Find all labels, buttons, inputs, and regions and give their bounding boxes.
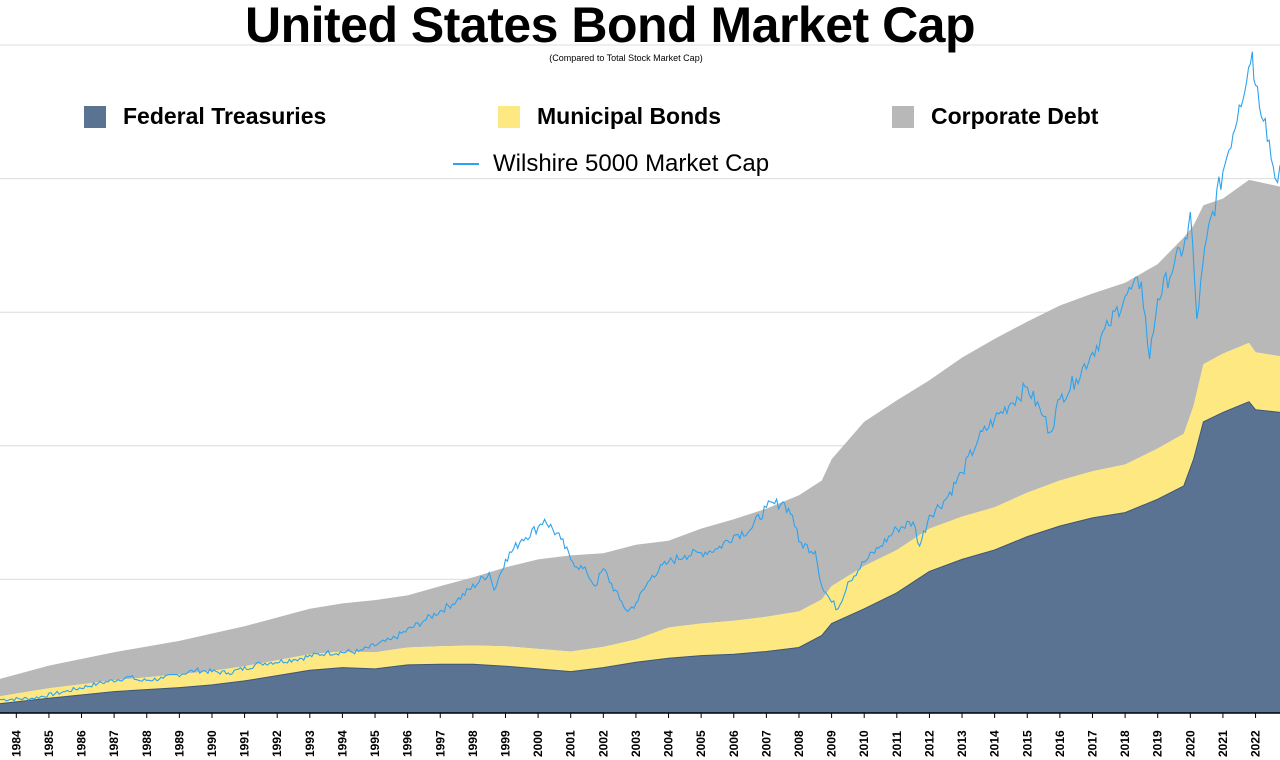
area-federal-treasuries (0, 401, 1280, 713)
area-series (0, 179, 1280, 713)
x-tick-label-2019: 2019 (1151, 730, 1165, 757)
legend-label-municipal-bonds: Municipal Bonds (537, 103, 721, 129)
line-series (0, 51, 1280, 702)
legend-swatch-corporate-debt (892, 105, 914, 128)
x-tick-label-1985: 1985 (42, 730, 56, 757)
x-tick-label-2013: 2013 (955, 730, 969, 757)
x-tick-label-2012: 2012 (922, 730, 936, 757)
x-tick-label-1994: 1994 (335, 730, 349, 757)
x-tick-label-2003: 2003 (629, 730, 643, 757)
x-tick-label-2011: 2011 (890, 731, 904, 757)
x-tick-label-2006: 2006 (727, 730, 741, 757)
x-tick-label-1991: 1991 (238, 730, 252, 757)
area-edge-federal-treasuries (0, 401, 1280, 705)
x-tick-label-1984: 1984 (9, 730, 23, 757)
x-tick-label-1990: 1990 (205, 730, 219, 757)
x-tick-label-1989: 1989 (172, 730, 186, 757)
x-tick-label-2002: 2002 (596, 730, 610, 757)
x-tick-label-1986: 1986 (75, 730, 89, 757)
x-tick-label-2021: 2021 (1216, 730, 1230, 757)
x-tick-label-1992: 1992 (270, 730, 284, 757)
x-tick-label-2018: 2018 (1118, 730, 1132, 757)
x-tick-label-1998: 1998 (466, 730, 480, 757)
legend-label-federal-treasuries: Federal Treasuries (123, 103, 327, 129)
line-wilshire-5000 (0, 51, 1280, 702)
x-tick-label-2000: 2000 (531, 730, 545, 757)
legend-label-corporate-debt: Corporate Debt (931, 103, 1099, 129)
x-tick-label-1987: 1987 (107, 730, 121, 757)
legend-item-corporate-debt: Corporate Debt (892, 103, 1098, 130)
x-tick-label-2008: 2008 (792, 730, 806, 757)
x-tick-label-2009: 2009 (825, 730, 839, 757)
x-tick-label-1999: 1999 (499, 730, 513, 757)
x-tick-label-2015: 2015 (1020, 730, 1034, 757)
x-tick-label-2017: 2017 (1086, 730, 1100, 757)
x-tick-label-2016: 2016 (1053, 730, 1067, 757)
legend-swatch-municipal-bonds (498, 105, 520, 128)
x-tick-label-1988: 1988 (140, 730, 154, 757)
legend-item-wilshire-5000: Wilshire 5000 Market Cap (453, 150, 769, 178)
x-tick-label-2007: 2007 (759, 730, 773, 757)
legend-item-federal-treasuries: Federal Treasuries (84, 103, 326, 130)
x-tick-label-1997: 1997 (433, 730, 447, 757)
x-tick-label-2005: 2005 (694, 730, 708, 757)
chart-title: United States Bond Market Cap (244, 0, 976, 53)
legend-item-municipal-bonds: Municipal Bonds (498, 103, 721, 130)
x-tick-label-2022: 2022 (1249, 730, 1263, 757)
x-tick-label-2020: 2020 (1183, 730, 1197, 757)
x-tick-label-2001: 2001 (564, 730, 578, 757)
chart-subtitle: (Compared to Total Stock Market Cap) (549, 53, 703, 63)
x-tick-label-1996: 1996 (401, 730, 415, 757)
legend-line-swatch-wilshire-5000 (453, 163, 479, 165)
x-tick-label-2004: 2004 (662, 730, 676, 757)
x-tick-label-2014: 2014 (988, 730, 1002, 757)
x-tick-label-1993: 1993 (303, 730, 317, 757)
x-tick-label-1995: 1995 (368, 730, 382, 757)
legend-label-wilshire-5000: Wilshire 5000 Market Cap (493, 150, 770, 177)
legend-swatch-federal-treasuries (84, 105, 106, 128)
x-axis-ticks: 1984 1985 1986 1987 1988 1989 1990 1991 1992 1993… (9, 713, 1263, 757)
x-tick-label-2010: 2010 (857, 730, 871, 757)
area-municipal-bonds (0, 342, 1280, 704)
